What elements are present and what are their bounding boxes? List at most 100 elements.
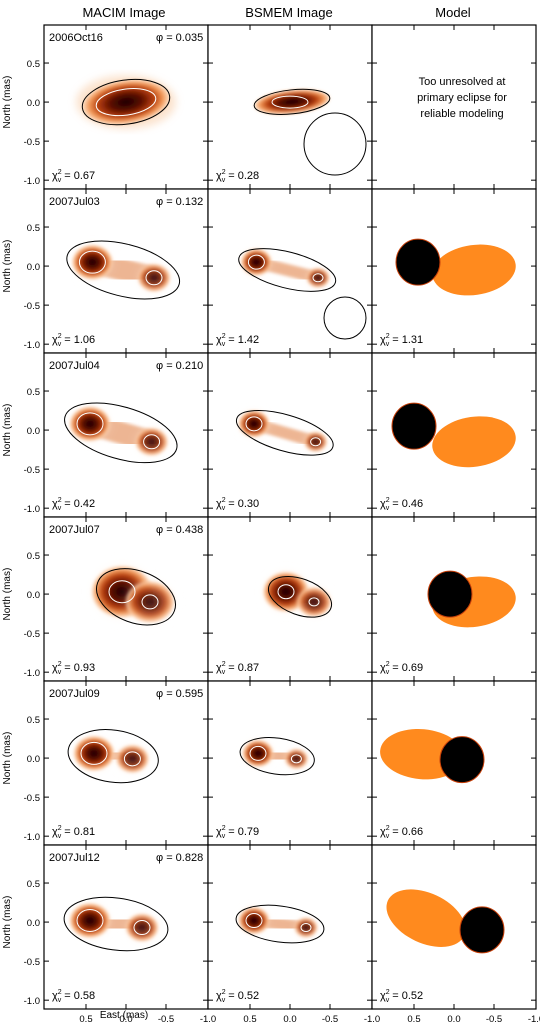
panel-row: χ2 v = 0.42 χ2 v = 0.30 χ2 v = 0.46 2007Jul04 φ…	[2, 352, 537, 518]
source-blob	[235, 406, 273, 442]
contour-inner	[133, 920, 151, 936]
contour-inner	[245, 416, 263, 432]
contour-outer	[239, 737, 315, 776]
model-primary	[459, 906, 505, 954]
contour-inner	[76, 412, 104, 436]
panel: χ2 v = 0.67	[43, 24, 209, 190]
source-core	[304, 432, 327, 452]
contour-inner	[312, 273, 324, 283]
contour-inner	[108, 580, 136, 604]
y-tick-label: 0.5	[27, 551, 40, 562]
x-tick-label: -1.0	[200, 1014, 216, 1025]
y-tick-label: 0.5	[27, 59, 40, 70]
unresolved-note: Too unresolved at	[419, 76, 506, 88]
chi-square-label: χ2 v = 0.93	[52, 661, 95, 676]
panel: χ2 v = 0.52	[207, 844, 373, 1010]
image-source	[76, 75, 176, 130]
contour-outer	[66, 240, 181, 300]
contour-inner	[123, 751, 141, 767]
y-axis-label: North (mas)	[2, 240, 13, 293]
x-tick-label: -1.0	[528, 1014, 540, 1025]
panel: χ2 v = 0.30	[207, 352, 373, 518]
column-title-macim: MACIM Image	[82, 5, 165, 20]
source-blob	[65, 897, 115, 944]
panel: χ2 v = 0.42	[43, 352, 209, 518]
contour-outer	[253, 88, 331, 115]
contour-inner	[249, 745, 267, 761]
y-tick-label: -1.0	[24, 996, 40, 1007]
contour-inner	[78, 250, 106, 274]
source-core	[70, 903, 110, 938]
source-blob	[122, 909, 162, 946]
y-tick-label: 0.5	[27, 387, 40, 398]
panel-row: χ2 v = 0.81 χ2 v = 0.79 χ2 v = 0.66 2007Jul09 φ…	[2, 680, 537, 846]
x-tick-label: 0.5	[243, 1014, 256, 1025]
panel: χ2 v = 0.28	[207, 24, 373, 190]
chi-square-label: χ2 v = 1.42	[216, 333, 259, 348]
image-source	[235, 902, 325, 944]
y-axis-label: North (mas)	[2, 76, 13, 129]
y-tick-label: -0.5	[24, 793, 40, 804]
y-tick-label: 0.5	[27, 223, 40, 234]
panel: χ2 v = 0.87	[207, 516, 373, 682]
source-core	[72, 245, 113, 280]
source-core	[116, 745, 149, 773]
model-secondary	[432, 416, 516, 468]
chi-square-label: χ2 v = 0.87	[216, 661, 259, 676]
source-blob	[120, 574, 180, 630]
chi-square-label: χ2 v = 0.81	[52, 825, 95, 840]
phase-label: φ = 0.828	[156, 852, 203, 864]
panel-row: χ2 v = 1.06 χ2 v = 1.42 χ2 v = 1.31 2007Jul03 φ…	[2, 188, 537, 354]
image-source	[239, 735, 315, 776]
source-core	[74, 736, 114, 771]
unresolved-note: reliable modeling	[420, 108, 503, 120]
source-blob	[293, 582, 335, 622]
observation-date: 2007Jul09	[49, 688, 100, 700]
chi-square-label: χ2 v = 0.69	[380, 661, 423, 676]
x-tick-label: 0.0	[283, 1014, 296, 1025]
model-primary	[427, 570, 473, 618]
source-blob	[304, 264, 332, 291]
beam-circle	[303, 112, 367, 176]
contour-inner	[247, 254, 265, 270]
beam-circle	[323, 296, 367, 340]
x-tick-label: 0.0	[447, 1014, 460, 1025]
panel-frame	[371, 24, 537, 190]
chi-square-label: χ2 v = 0.28	[216, 169, 259, 184]
panel: χ2 v = 0.52	[371, 844, 537, 1010]
contour-outer	[235, 904, 325, 944]
contour-outer	[67, 729, 159, 784]
image-source	[67, 729, 159, 784]
source-core	[126, 913, 158, 942]
source-blob	[235, 902, 273, 939]
image-source	[66, 239, 181, 300]
contour-outer	[96, 568, 176, 626]
image-source	[237, 244, 337, 292]
contour-outer	[235, 410, 334, 456]
image-source	[64, 400, 178, 464]
y-tick-label: -0.5	[24, 301, 40, 312]
contour-outer	[238, 248, 337, 292]
x-tick-label: -0.5	[322, 1014, 338, 1025]
phase-label: φ = 0.595	[156, 688, 203, 700]
panel: χ2 v = 1.31	[371, 188, 537, 354]
panel: χ2 v = 0.93	[43, 516, 209, 682]
panel: χ2 v = 0.46	[371, 352, 537, 518]
source-blob	[69, 730, 119, 777]
panel-row: χ2 v = 0.93 χ2 v = 0.87 χ2 v = 0.69 2007Jul07 φ…	[2, 516, 537, 682]
y-tick-label: -0.5	[24, 137, 40, 148]
source-blob	[301, 428, 330, 455]
y-axis-label: North (mas)	[2, 568, 13, 621]
x-tick-label: -1.0	[364, 1014, 380, 1025]
chi-square-label: χ2 v = 0.46	[380, 497, 423, 512]
panel: Too unresolved at primary eclipse for reli…	[371, 24, 537, 190]
x-tick-label: 0.0	[119, 1014, 132, 1025]
contour-inner	[141, 594, 159, 610]
y-tick-label: 0.0	[27, 918, 40, 929]
panel: χ2 v = 1.42	[207, 188, 373, 354]
y-tick-label: -0.5	[24, 629, 40, 640]
source-core	[239, 410, 269, 437]
y-tick-label: 0.0	[27, 98, 40, 109]
source-blob	[131, 423, 172, 461]
source-blob	[237, 244, 276, 280]
